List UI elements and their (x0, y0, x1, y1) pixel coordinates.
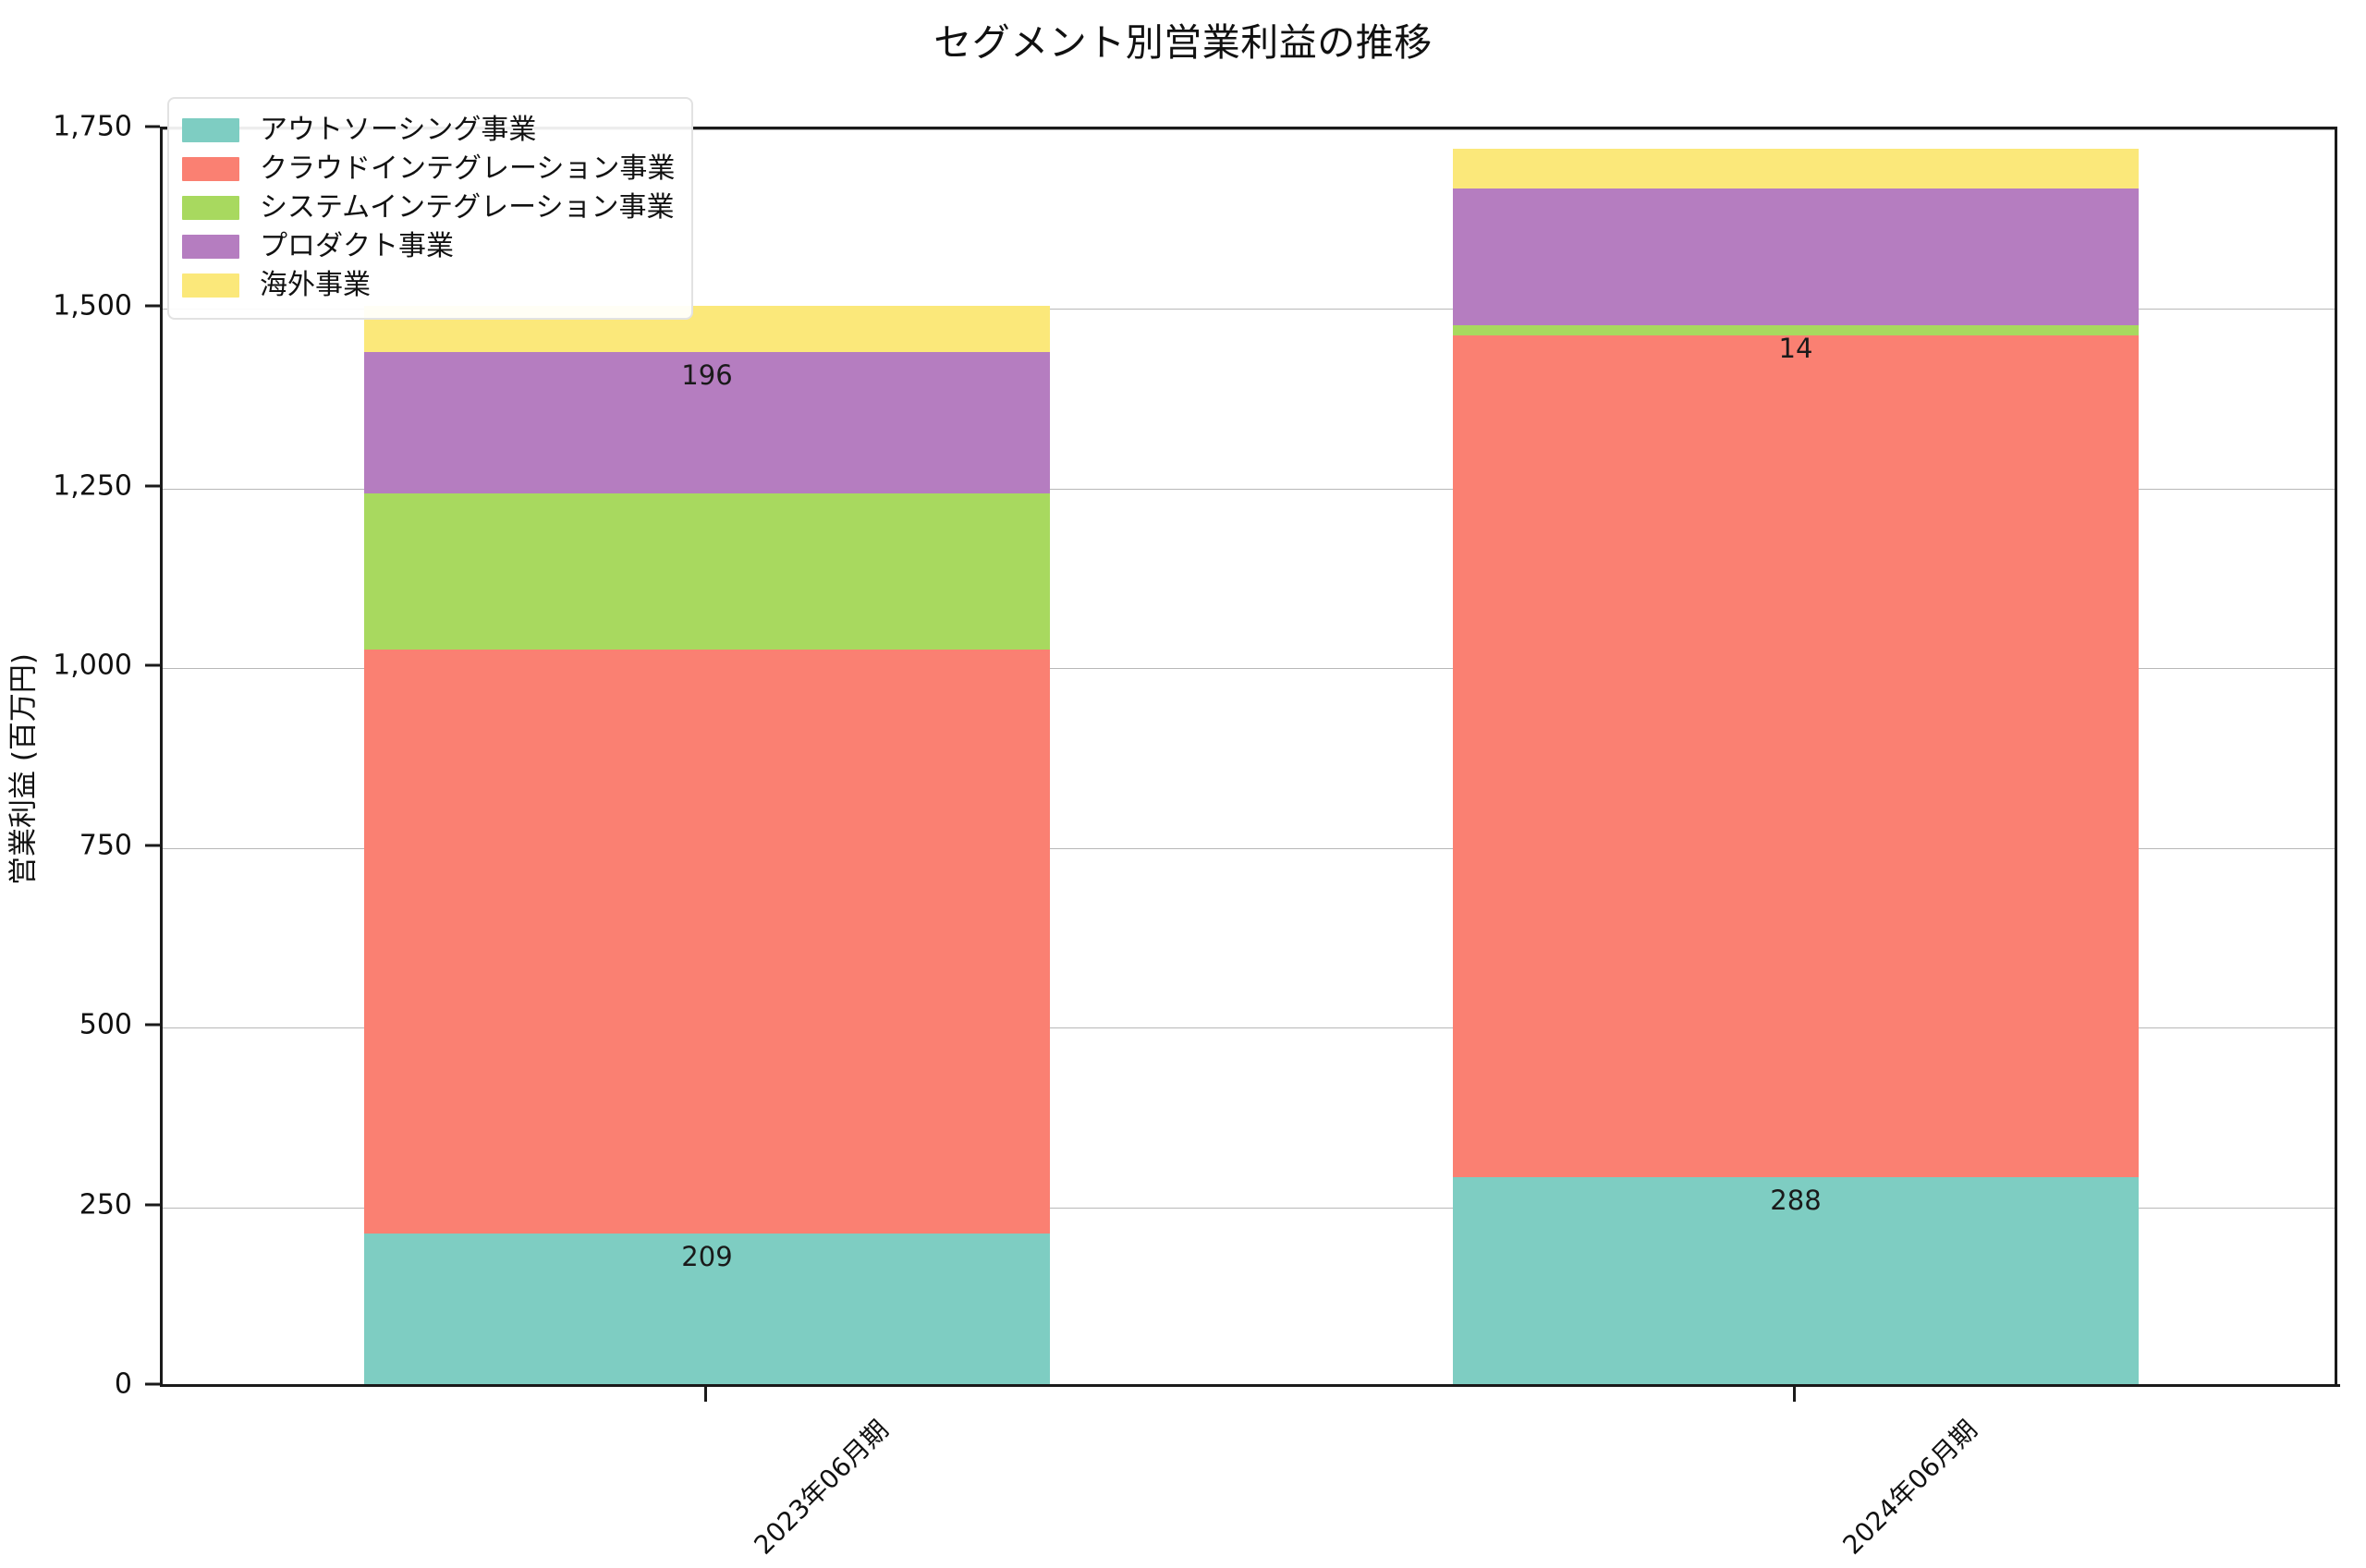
legend-label: クラウドインテグレーション事業 (260, 152, 676, 185)
y-tick-mark (145, 304, 160, 308)
y-tick-label: 0 (114, 1367, 132, 1401)
y-axis-label: 営業利益 (百万円) (6, 652, 41, 886)
y-tick-mark (145, 663, 160, 667)
legend-swatch-icon (182, 273, 239, 298)
x-tick-label: 2023年06月期 (748, 1414, 895, 1561)
y-tick-mark (145, 1023, 160, 1027)
legend-item[interactable]: アウトソーシング事業 (182, 111, 675, 150)
gridline (163, 1027, 2335, 1029)
gridline (163, 488, 2335, 490)
x-tick-mark (1793, 1387, 1796, 1402)
legend: アウトソーシング事業クラウドインテグレーション事業 システムインテグレーション事業… (167, 97, 694, 320)
bar-segment-3[interactable] (363, 492, 1051, 650)
gridline (163, 668, 2335, 670)
plot-area: 209 196 288 14 (160, 127, 2337, 1384)
gridline (163, 1207, 2335, 1209)
bar-segment-4[interactable] (363, 352, 1051, 493)
legend-item[interactable]: 海外事業 (182, 266, 675, 305)
y-tick-mark (145, 1203, 160, 1207)
y-tick-mark (145, 125, 160, 128)
bar-stack[interactable]: 288 14 (1452, 127, 2140, 1384)
bar-segment-2[interactable] (363, 650, 1051, 1234)
legend-swatch-icon (182, 196, 239, 220)
gridline (163, 129, 2335, 130)
legend-item[interactable]: クラウドインテグレーション事業 (182, 150, 675, 188)
y-tick-label: 750 (79, 829, 132, 862)
x-axis-line (160, 1384, 2340, 1387)
legend-label: システムインテグレーション事業 (260, 191, 675, 224)
y-tick-label: 250 (79, 1188, 132, 1222)
bar-segment-1[interactable] (363, 1234, 1051, 1384)
legend-swatch-icon (182, 235, 239, 259)
y-tick-label: 1,500 (53, 289, 132, 322)
bar-segment-5[interactable] (1452, 149, 2140, 188)
bar-segment-2[interactable] (1452, 334, 2140, 1178)
bar-segment-3[interactable] (1452, 324, 2140, 335)
legend-swatch-icon (182, 157, 239, 181)
bar-segment-4[interactable] (1452, 188, 2140, 325)
legend-label: アウトソーシング事業 (260, 114, 537, 146)
x-tick-label: 2024年06月期 (1836, 1414, 1983, 1561)
bar-segment-1[interactable] (1452, 1177, 2140, 1384)
legend-item[interactable]: システムインテグレーション事業 (182, 188, 675, 227)
y-tick-label: 1,750 (53, 110, 132, 143)
y-tick-label: 500 (79, 1008, 132, 1041)
y-tick-mark (145, 1382, 160, 1386)
legend-item[interactable]: プロダクト事業 (182, 227, 675, 266)
chart-title: セグメント別営業利益の推移 (933, 20, 1433, 65)
y-tick-label: 1,000 (53, 649, 132, 682)
legend-label: 海外事業 (260, 269, 371, 301)
legend-label: プロダクト事業 (260, 230, 454, 262)
gridline (163, 847, 2335, 849)
y-tick-label: 1,250 (53, 469, 132, 503)
y-tick-mark (145, 484, 160, 488)
y-tick-mark (145, 844, 160, 847)
gridline (163, 309, 2335, 310)
legend-swatch-icon (182, 118, 239, 142)
x-tick-mark (704, 1387, 707, 1402)
